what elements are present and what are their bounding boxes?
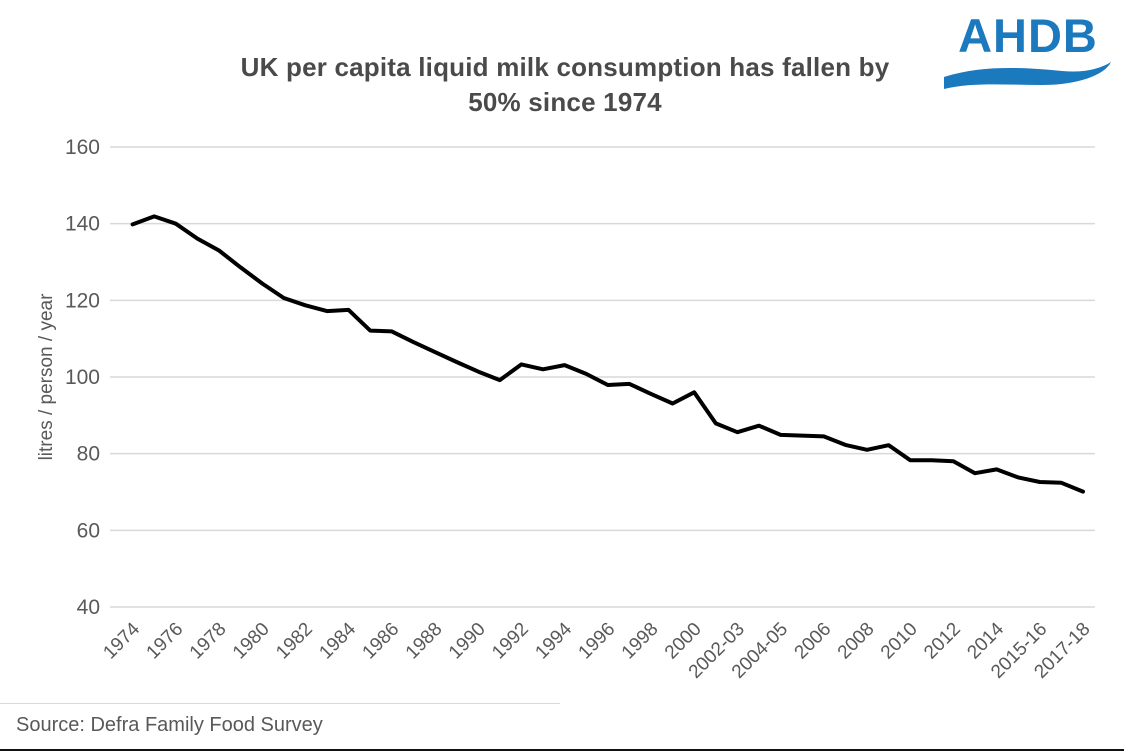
ahdb-logo: AHDB — [944, 10, 1112, 94]
x-tick-label-1998: 1998 — [618, 619, 663, 664]
y-axis-title: litres / person / year — [36, 293, 57, 461]
chart-title-line1: UK per capita liquid milk consumption ha… — [240, 52, 890, 82]
wave-swoosh-icon — [944, 62, 1111, 89]
x-tick-label-1994: 1994 — [531, 618, 576, 663]
divider-line — [0, 703, 560, 704]
y-tick-label-100: 100 — [65, 366, 100, 389]
x-tick-label-2010: 2010 — [877, 619, 922, 664]
consumption-line — [130, 214, 1085, 494]
x-tick-label-1978: 1978 — [186, 619, 231, 664]
x-tick-label-1990: 1990 — [445, 619, 490, 664]
y-tick-label-60: 60 — [77, 519, 100, 542]
x-tick-label-1980: 1980 — [229, 619, 274, 664]
chart-title: UK per capita liquid milk consumption ha… — [140, 50, 990, 120]
y-tick-label-140: 140 — [65, 213, 100, 236]
y-tick-label-160: 160 — [65, 136, 100, 159]
x-tick-label-2006: 2006 — [791, 619, 836, 664]
bottom-border-line — [0, 749, 1124, 751]
x-tick-label-2008: 2008 — [834, 619, 879, 664]
ahdb-logo-text: AHDB — [958, 9, 1098, 62]
source-caption: Source: Defra Family Food Survey — [16, 714, 323, 736]
x-tick-label-2012: 2012 — [920, 619, 965, 664]
x-tick-label-1984: 1984 — [315, 618, 360, 663]
chart-title-line2: 50% since 1974 — [468, 87, 662, 117]
x-tick-label-1986: 1986 — [359, 619, 404, 664]
x-tick-label-1996: 1996 — [575, 619, 620, 664]
x-tick-label-1992: 1992 — [488, 619, 533, 664]
x-tick-label-1982: 1982 — [272, 619, 317, 664]
y-tick-label-40: 40 — [77, 596, 100, 619]
y-tick-label-120: 120 — [65, 289, 100, 312]
y-tick-label-80: 80 — [77, 443, 100, 466]
x-tick-label-1976: 1976 — [143, 619, 188, 664]
x-tick-label-1974: 1974 — [99, 618, 144, 663]
x-tick-label-1988: 1988 — [402, 619, 447, 664]
